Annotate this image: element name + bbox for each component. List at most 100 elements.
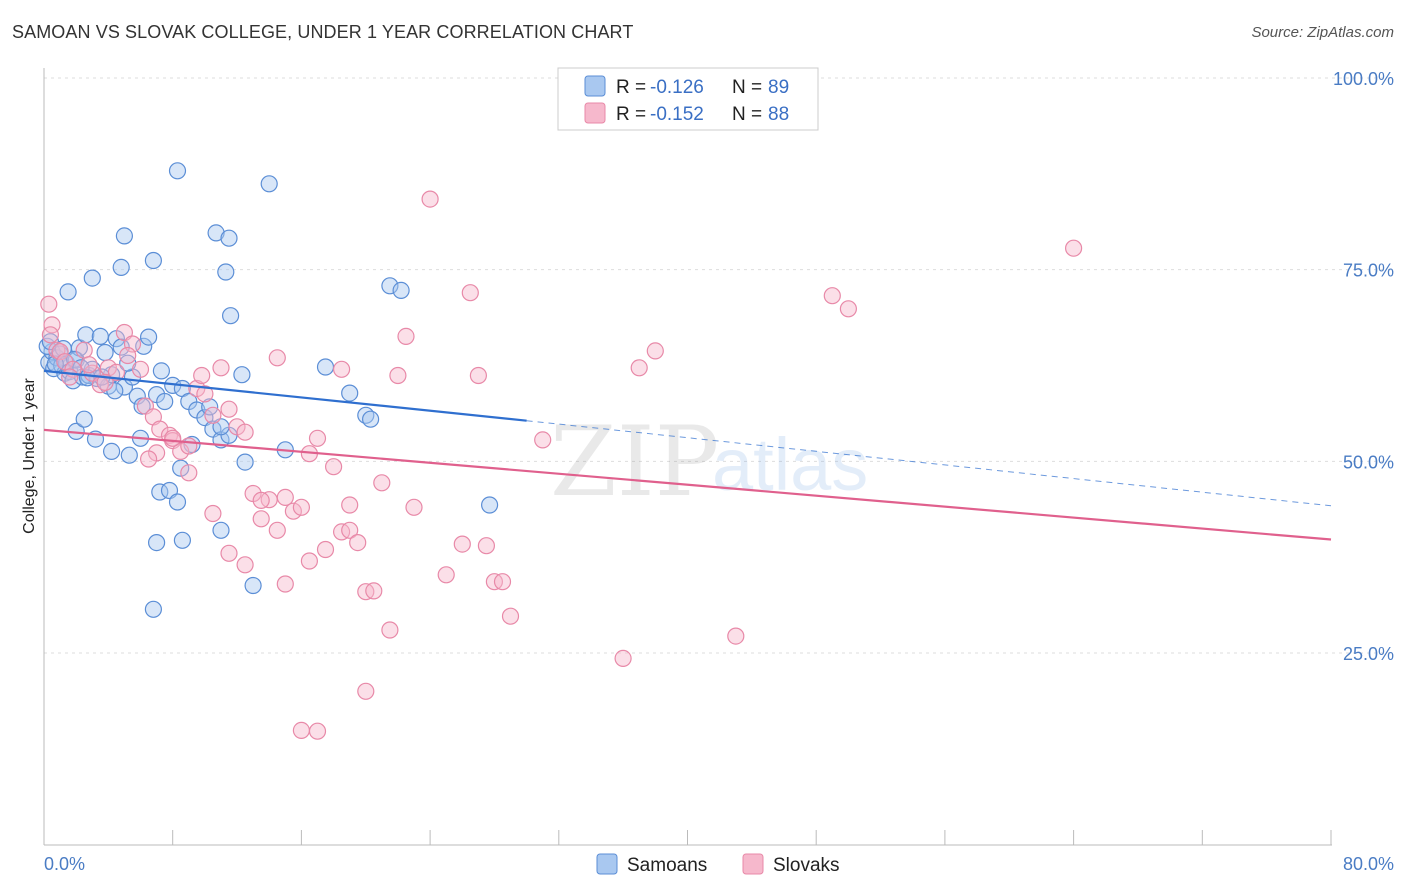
x-tick-label-min: 0.0% xyxy=(44,854,85,874)
slovaks-bottom-swatch xyxy=(742,853,764,875)
slovaks-point xyxy=(325,458,343,476)
slovaks-point xyxy=(212,359,230,377)
slovaks-point xyxy=(220,400,238,418)
slovaks-point xyxy=(341,521,359,539)
y-tick-label: 75.0% xyxy=(1343,261,1394,281)
slovaks-point xyxy=(119,346,137,365)
slovaks-point xyxy=(365,582,383,600)
slovaks-point xyxy=(501,607,520,625)
slovaks-point xyxy=(357,682,375,700)
samoans-trendline-extension xyxy=(526,420,1332,507)
series-legend: Samoans Slovaks xyxy=(596,853,840,876)
slovaks-point xyxy=(727,627,745,645)
slovaks-point xyxy=(51,343,69,361)
samoans-point xyxy=(222,307,240,325)
slovaks-point xyxy=(453,535,471,553)
samoans-legend-label: Samoans xyxy=(627,855,707,876)
slovaks-trendline xyxy=(43,428,1332,541)
samoans-point xyxy=(96,343,114,362)
slovaks-legend-label: Slovaks xyxy=(773,855,840,876)
y-tick-label: 50.0% xyxy=(1343,452,1394,472)
slovaks-point xyxy=(405,498,423,516)
slovaks-point xyxy=(292,721,310,740)
slovaks-r-label: R = xyxy=(616,104,646,125)
slovaks-point xyxy=(236,556,254,574)
samoans-point xyxy=(112,258,130,276)
slovaks-point xyxy=(80,356,98,374)
samoans-point xyxy=(54,340,72,358)
samoans-point xyxy=(168,162,187,180)
samoans-bottom-swatch xyxy=(596,853,618,875)
samoans-point xyxy=(59,283,77,301)
trend-lines xyxy=(43,369,1332,541)
slovaks-point xyxy=(107,363,126,381)
samoans-point xyxy=(244,576,262,595)
slovaks-point xyxy=(61,368,79,386)
samoans-point xyxy=(83,269,101,287)
slovaks-point xyxy=(493,573,512,591)
slovaks-point xyxy=(316,540,335,559)
slovaks-point xyxy=(41,326,60,344)
slovaks-r-value: -0.152 xyxy=(650,104,704,125)
samoans-point xyxy=(120,446,138,464)
slovaks-point xyxy=(1064,239,1083,257)
slovaks-point xyxy=(389,366,407,385)
samoans-point xyxy=(144,600,162,618)
slovaks-point xyxy=(421,190,439,208)
slovaks-point xyxy=(381,621,399,639)
slovaks-point xyxy=(292,498,310,516)
samoans-point xyxy=(392,281,410,299)
slovaks-n-label: N = xyxy=(732,104,762,125)
slovaks-point xyxy=(252,491,270,509)
slovaks-n-value: 88 xyxy=(768,104,789,125)
samoans-point xyxy=(217,263,235,281)
slovaks-point xyxy=(151,420,169,438)
source-label: Source: ZipAtlas.com xyxy=(1251,24,1394,41)
slovaks-point xyxy=(204,504,222,523)
samoans-point xyxy=(152,362,170,380)
slovaks-point xyxy=(276,488,294,506)
slovaks-point xyxy=(308,429,327,447)
samoans-legend-swatch xyxy=(584,75,606,97)
samoans-point xyxy=(341,384,359,402)
samoans-point xyxy=(144,251,162,270)
y-axis-label: College, Under 1 year xyxy=(21,378,38,534)
slovaks-point xyxy=(180,437,198,455)
samoans-point xyxy=(172,459,190,477)
slovaks-point xyxy=(220,544,238,562)
samoans-point xyxy=(260,175,278,193)
samoans-point xyxy=(233,366,251,384)
y-tick-label: 25.0% xyxy=(1343,644,1394,664)
slovaks-point xyxy=(164,429,182,447)
stats-legend: R = -0.126 N = 89 R = -0.152 N = 88 xyxy=(557,67,819,131)
slovaks-point xyxy=(204,406,222,424)
samoans-point xyxy=(102,442,121,460)
samoans-point xyxy=(381,277,399,295)
samoans-n-label: N = xyxy=(732,77,762,98)
slovaks-point xyxy=(75,341,93,359)
slovaks-point xyxy=(333,360,351,378)
slovaks-point xyxy=(284,502,302,520)
slovaks-point xyxy=(193,366,211,385)
samoans-point xyxy=(362,410,380,428)
samoans-point xyxy=(135,337,153,355)
samoans-point xyxy=(212,521,230,539)
samoans-trendline xyxy=(43,369,527,422)
samoans-point xyxy=(173,531,191,549)
slovaks-point xyxy=(823,287,841,305)
chart-title: SAMOAN VS SLOVAK COLLEGE, UNDER 1 YEAR C… xyxy=(12,22,634,42)
y-tick-labels: 25.0% 50.0% 75.0% 100.0% xyxy=(1333,69,1394,664)
samoans-point xyxy=(148,533,166,552)
slovaks-point xyxy=(614,649,632,668)
slovaks-point xyxy=(469,366,487,385)
samoans-n-value: 89 xyxy=(768,77,789,98)
watermark-zip: ZIP xyxy=(550,406,719,518)
slovaks-point xyxy=(461,284,479,302)
slovaks-point xyxy=(349,533,367,552)
samoans-point xyxy=(236,453,254,471)
slovaks-point xyxy=(131,360,150,378)
slovaks-point xyxy=(300,552,318,570)
samoans-point xyxy=(481,496,499,514)
watermark-atlas: atlas xyxy=(712,423,868,506)
